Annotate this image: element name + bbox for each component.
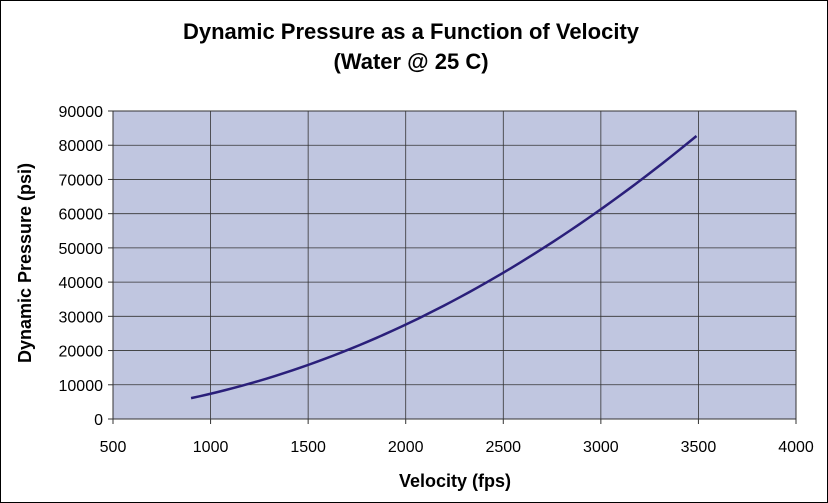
x-axis-title: Velocity (fps) <box>399 471 511 491</box>
y-axis-ticks: 0 10000 20000 30000 40000 50000 60000 70000 8000… <box>59 104 113 429</box>
plot-area <box>112 110 797 420</box>
x-tick-label: 4000 <box>778 439 814 456</box>
y-tick-label: 90000 <box>59 104 104 121</box>
y-tick-label: 60000 <box>59 207 104 224</box>
y-tick-label: 50000 <box>59 241 104 258</box>
y-tick-label: 30000 <box>59 309 104 326</box>
x-tick-label: 500 <box>100 439 127 456</box>
grid <box>113 111 796 419</box>
x-tick-label: 3000 <box>583 439 619 456</box>
x-tick-label: 3500 <box>681 439 717 456</box>
y-tick-label: 70000 <box>59 172 104 189</box>
series-line <box>190 135 698 400</box>
y-tick-label: 80000 <box>59 138 104 155</box>
x-tick-label: 1000 <box>193 439 229 456</box>
y-axis-title: Dynamic Pressure (psi) <box>15 163 35 363</box>
x-tick-label: 2000 <box>388 439 424 456</box>
y-tick-label: 40000 <box>59 275 104 292</box>
y-tick-label: 10000 <box>59 378 104 395</box>
y-tick-label: 20000 <box>59 344 104 361</box>
chart-title: Dynamic Pressure as a Function of Veloci… <box>183 19 640 44</box>
y-tick-label: 0 <box>94 412 103 429</box>
x-axis-ticks: 500 1000 1500 2000 2500 3000 3500 4000 <box>100 419 814 456</box>
x-tick-label: 1500 <box>290 439 326 456</box>
chart-subtitle: (Water @ 25 C) <box>333 49 488 74</box>
x-tick-label: 2500 <box>485 439 521 456</box>
